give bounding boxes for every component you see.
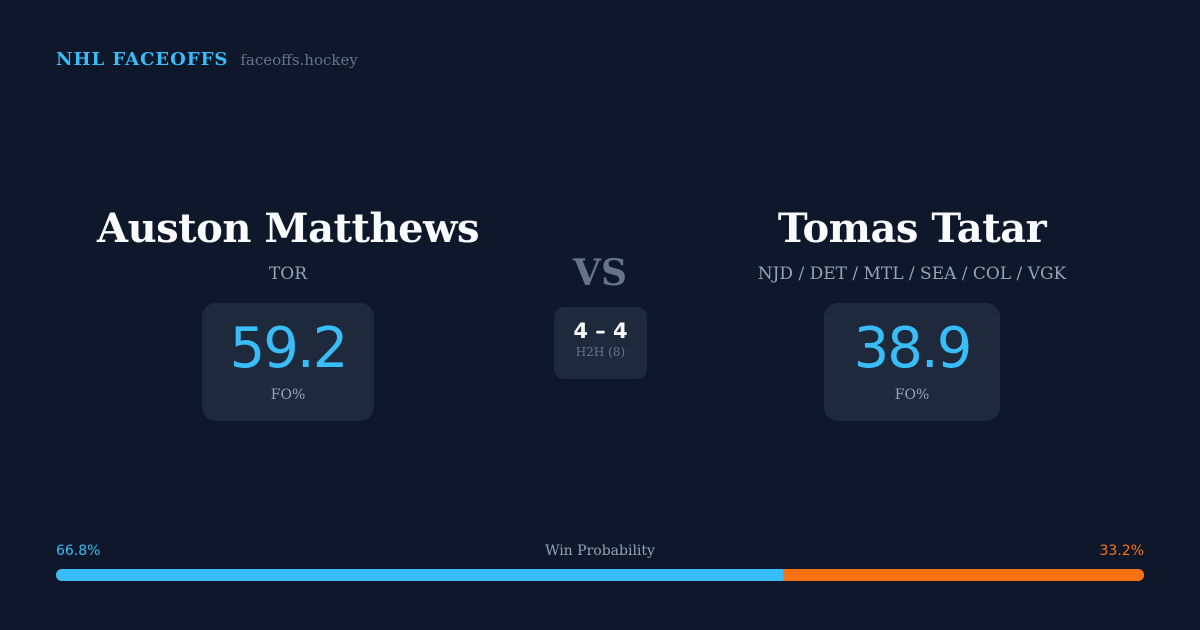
player2-win-prob-fill: [782, 569, 1144, 581]
player1-name: Auston Matthews: [97, 205, 479, 252]
player1-win-prob-fill: [56, 569, 783, 581]
h2h-score: 4 – 4: [573, 319, 628, 343]
vs-label: VS: [573, 252, 627, 294]
player2-name: Tomas Tatar: [777, 205, 1047, 252]
win-prob-label: Win Probability: [545, 543, 655, 559]
brand: NHL FACEOFFS faceoffs.hockey: [56, 49, 358, 70]
player1-fo-pct: 59.2: [229, 316, 349, 381]
win-probability: 66.8% Win Probability 33.2%: [56, 543, 1144, 581]
player1-fo-label: FO%: [270, 387, 306, 403]
player1-panel: Auston Matthews TOR 59.2 FO%: [68, 205, 508, 421]
player2-win-prob: 33.2%: [1099, 543, 1144, 559]
player2-panel: Tomas Tatar NJD / DET / MTL / SEA / COL …: [692, 205, 1132, 421]
h2h-card: 4 – 4 H2H (8): [554, 307, 647, 379]
player2-fo-label: FO%: [894, 387, 930, 403]
player1-win-prob: 66.8%: [56, 543, 101, 559]
player2-fo-pct: 38.9: [853, 316, 973, 381]
player2-teams: NJD / DET / MTL / SEA / COL / VGK: [757, 264, 1067, 284]
h2h-count: H2H (8): [575, 345, 626, 359]
win-prob-bar: [56, 569, 1144, 581]
brand-title: NHL FACEOFFS: [56, 49, 229, 70]
player1-fo-card: 59.2 FO%: [202, 303, 374, 421]
brand-domain: faceoffs.hockey: [240, 51, 358, 69]
player1-teams: TOR: [268, 264, 308, 284]
player2-fo-card: 38.9 FO%: [824, 303, 1000, 421]
